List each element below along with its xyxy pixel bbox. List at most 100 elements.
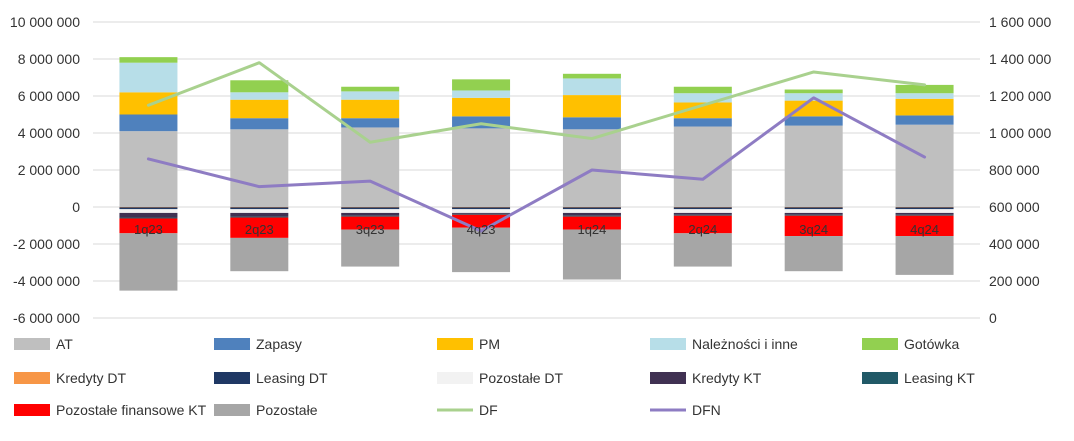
- lines: [146, 61, 927, 233]
- bar-segment: [895, 212, 954, 215]
- legend-swatch: [437, 338, 473, 350]
- legend: AT Zapasy PM Należności i inne Gotówka Kredyt…: [14, 336, 975, 418]
- bar-segment: [562, 209, 621, 213]
- bar-segment: [562, 207, 621, 208]
- bar-segment: [452, 209, 511, 213]
- bar-segment: [673, 215, 732, 234]
- bar-segment: [230, 118, 289, 130]
- bar-segment: [673, 118, 732, 127]
- line-series: [146, 61, 927, 144]
- y-left-tick-label: 4 000 000: [18, 125, 80, 141]
- bar-segment: [341, 99, 400, 119]
- bar-segment: [341, 209, 400, 213]
- gridlines: [93, 21, 980, 319]
- bar-segment: [341, 216, 400, 230]
- bar-segment: [895, 214, 954, 216]
- bar-segment: [452, 213, 511, 215]
- y-right-tick-label: 1 000 000: [989, 125, 1051, 141]
- line-series: [146, 96, 927, 233]
- bar-segment: [119, 233, 178, 291]
- bar-segment: [895, 236, 954, 275]
- bar-segment: [673, 233, 732, 267]
- y-left-tick-label: 10 000 000: [10, 14, 80, 30]
- legend-swatch: [214, 404, 250, 416]
- legend-label: Leasing DT: [256, 370, 328, 386]
- bar-segment: [119, 57, 178, 63]
- y-right-tick-label: 400 000: [989, 236, 1040, 252]
- bar-segment: [673, 86, 732, 94]
- bar-segment: [895, 215, 954, 237]
- y-right-tick-label: 1 400 000: [989, 51, 1051, 67]
- y-left-tick-label: -2 000 000: [13, 236, 80, 252]
- bar-segment: [895, 84, 954, 94]
- bar-segment: [784, 116, 843, 126]
- bar-segment: [784, 214, 843, 216]
- legend-swatch: [14, 338, 50, 350]
- legend-label: Pozostałe: [256, 402, 318, 418]
- bar-segment: [784, 236, 843, 272]
- bar-segment: [562, 73, 621, 79]
- bar-segment: [119, 218, 178, 234]
- bar-segment: [673, 212, 732, 215]
- legend-label: Kredyty DT: [56, 370, 126, 386]
- bar-segment: [119, 62, 178, 93]
- bar-segment: [230, 237, 289, 272]
- bar-segment: [452, 97, 511, 117]
- x-category-label: 4q24: [910, 222, 939, 237]
- bar-segment: [562, 129, 621, 207]
- bar-segment: [562, 78, 621, 96]
- y-right-tick-label: 800 000: [989, 162, 1040, 178]
- bar-segment: [673, 126, 732, 207]
- bar-segment: [230, 99, 289, 119]
- y-right-tick-label: 1 200 000: [989, 88, 1051, 104]
- bar-segment: [452, 90, 511, 98]
- bar-segment: [230, 129, 289, 207]
- legend-label: PM: [479, 336, 500, 352]
- bar-segment: [562, 207, 621, 210]
- y-left-tick-label: -4 000 000: [13, 273, 80, 289]
- bar-segment: [230, 209, 289, 213]
- legend-label: Należności i inne: [692, 336, 798, 352]
- bar-segment: [341, 229, 400, 267]
- bar-segment: [562, 117, 621, 130]
- bar-segment: [784, 209, 843, 213]
- y-right-tick-label: 600 000: [989, 199, 1040, 215]
- y-left-tick-label: 2 000 000: [18, 162, 80, 178]
- legend-swatch: [650, 338, 686, 350]
- bar-segment: [119, 131, 178, 207]
- bar-segment: [230, 216, 289, 218]
- x-category-label: 2q24: [688, 222, 717, 237]
- y-right-tick-label: 1 600 000: [989, 14, 1051, 30]
- bar-segment: [784, 125, 843, 207]
- bar-segment: [230, 217, 289, 238]
- legend-label: DF: [479, 402, 498, 418]
- bar-segment: [119, 217, 178, 219]
- bar-segment: [784, 89, 843, 94]
- legend-swatch: [862, 338, 898, 350]
- bar-segment: [452, 128, 511, 207]
- bar-segment: [119, 207, 178, 208]
- bar-segment: [452, 79, 511, 91]
- bar-segment: [784, 207, 843, 208]
- x-category-label: 4q23: [467, 222, 496, 237]
- x-category-label: 3q24: [799, 222, 828, 237]
- legend-swatch: [14, 404, 50, 416]
- legend-label: DFN: [692, 402, 721, 418]
- bar-segment: [452, 207, 511, 210]
- bar-segment: [230, 80, 289, 93]
- bar-segment: [673, 207, 732, 208]
- bar-segment: [119, 207, 178, 210]
- axes: 10 000 000 8 000 000 6 000 000 4 000 000 2 0…: [10, 14, 1052, 326]
- bar-segment: [341, 86, 400, 92]
- bar-segment: [784, 215, 843, 237]
- bar-segment: [230, 207, 289, 210]
- bar-segment: [119, 114, 178, 132]
- bar-segment: [895, 209, 954, 213]
- bar-segment: [673, 102, 732, 119]
- y-left-tick-label: 0: [72, 199, 80, 215]
- legend-label: Pozostałe DT: [479, 370, 563, 386]
- bar-segment: [895, 98, 954, 116]
- y-left-tick-label: 8 000 000: [18, 51, 80, 67]
- legend-label: Zapasy: [256, 336, 302, 352]
